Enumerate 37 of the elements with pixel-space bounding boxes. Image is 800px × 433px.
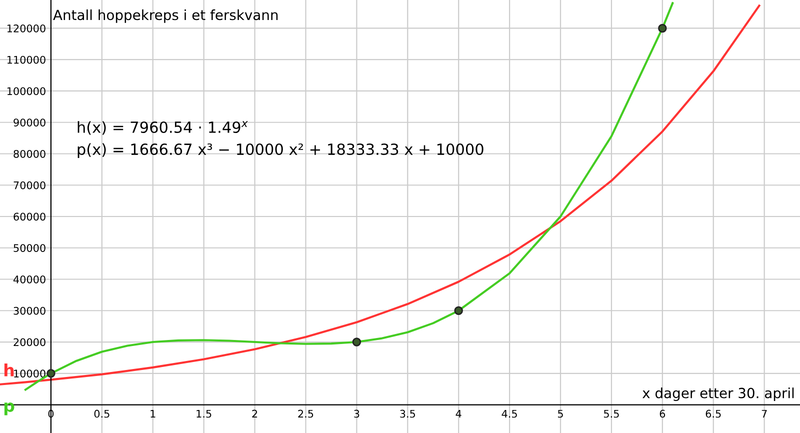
x-tick-label: 6: [660, 410, 666, 418]
y-tick-label: 120000: [7, 24, 46, 32]
y-tick-label: 60000: [14, 212, 46, 221]
point: [352, 338, 362, 346]
annotation: p(x) = 1666.67 x³ − 10000 x² + 18333.33 x + 10000: [78, 143, 484, 158]
y-tick-label: 50000: [14, 244, 46, 252]
point: [46, 369, 56, 378]
series-label: h: [4, 364, 14, 376]
y-tick-label: 110000: [7, 56, 46, 64]
y-tick-label: 80000: [14, 150, 46, 158]
x-tick-label: 3.5: [400, 410, 416, 418]
x-tick-label: 5: [558, 410, 563, 418]
x-tick-label: 4.5: [502, 410, 517, 418]
point: [454, 306, 463, 315]
x-tick-label: 4: [456, 410, 462, 418]
y-tick-label: 30000: [14, 306, 46, 315]
x-tick-label: 2: [252, 410, 258, 418]
series-label: p: [4, 402, 14, 416]
x-tick-label: 1.5: [196, 410, 212, 418]
x-tick-label: 7: [762, 410, 767, 418]
x-tick-label: 1: [150, 410, 156, 418]
x-tick-label: 5.5: [604, 410, 619, 418]
y-axis-title: Antall hoppekreps i et ferskvann: [53, 9, 278, 23]
x-tick-label: 3: [354, 410, 360, 418]
y-tick-label: 100000: [7, 87, 46, 96]
y-tick-label: 10000: [14, 370, 46, 378]
y-tick-label: 70000: [14, 181, 46, 190]
x-tick-label: 2.5: [298, 410, 314, 418]
x-axis-title: x dager etter 30. april: [642, 388, 794, 401]
y-tick-label: 40000: [13, 275, 46, 284]
line-series: [0, 4, 760, 386]
x-tick-label: 6.5: [706, 410, 721, 418]
y-tick-label: 20000: [14, 338, 46, 346]
annotation: h(x) = 7960.54 · 1.49$^{x}$: [78, 121, 248, 135]
point: [658, 24, 667, 33]
y-tick-label: 90000: [14, 118, 46, 126]
x-tick-label: 0.5: [94, 410, 110, 418]
